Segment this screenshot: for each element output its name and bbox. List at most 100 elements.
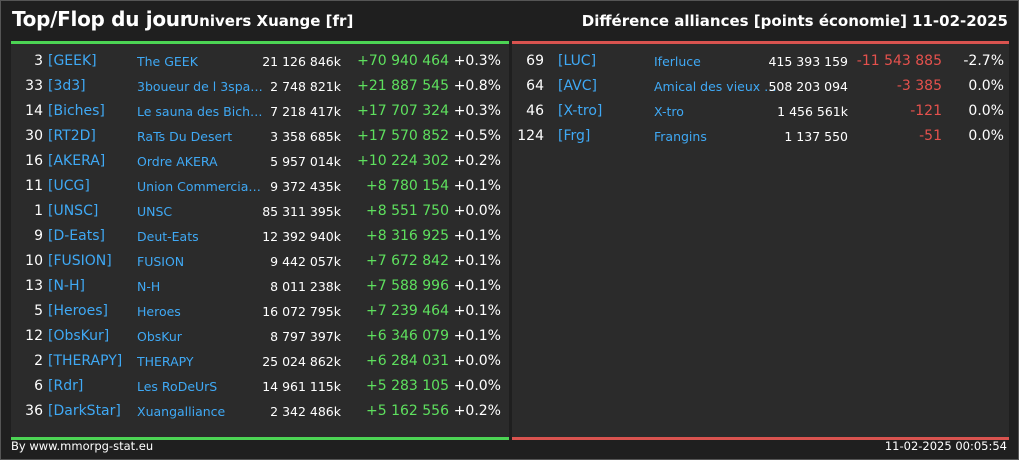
alliance-name-link[interactable]: UNSC [137,204,173,219]
alliance-name-link[interactable]: 3boueur de l 3space [137,79,263,94]
alliance-name-link[interactable]: FUSION [137,254,185,269]
source-link[interactable]: By www.mmorpg-stat.eu [11,439,154,453]
alliance-points: 415 393 159 [768,54,848,69]
alliance-row: 11 [UCG] Union Commerciale… 9 372 435k +8 78… [11,174,509,199]
alliance-rank: 69 [526,53,544,69]
percent-change: +0.1% [453,253,501,269]
points-difference: -51 [919,128,942,144]
alliance-rank: 12 [25,328,43,344]
percent-change: +0.1% [453,228,501,244]
alliance-row: 3 [GEEK] The GEEK 21 126 846k +70 940 464 +0.… [11,49,509,74]
alliance-name-link[interactable]: X-tro [654,104,684,119]
alliance-points: 3 358 685k [270,129,341,144]
universe-label: Univers Xuange [fr] [187,12,354,30]
points-difference: +70 940 464 [357,53,449,69]
alliance-name-link[interactable]: N-H [137,279,161,294]
alliance-points: 508 203 094 [768,79,848,94]
alliance-tag-link[interactable]: [DarkStar] [48,403,121,419]
alliance-tag-link[interactable]: [GEEK] [48,53,97,69]
percent-change: 0.0% [968,103,1004,119]
alliance-row: 46 [X-tro] X-tro 1 456 561k -121 0.0% [512,99,1009,124]
alliance-points: 2 342 486k [270,404,341,419]
percent-change: +0.2% [453,153,501,169]
alliance-tag-link[interactable]: [AVC] [558,78,597,94]
alliance-name-link[interactable]: RaTs Du Desert [137,129,233,144]
percent-change: +0.2% [453,403,501,419]
alliance-points: 9 442 057k [270,254,341,269]
alliance-name-link[interactable]: Iferluce [654,54,701,69]
alliance-points: 8 797 397k [270,329,341,344]
points-difference: +8 551 750 [366,203,449,219]
points-difference: -3 385 [896,78,942,94]
alliance-tag-link[interactable]: [X-tro] [558,103,603,119]
alliance-tag-link[interactable]: [UCG] [48,178,90,194]
alliance-name-link[interactable]: Frangins [654,129,707,144]
alliance-name-link[interactable]: Heroes [137,304,181,319]
alliance-name-link[interactable]: Ordre AKERA [137,154,218,169]
points-difference: -11 543 885 [856,53,942,69]
alliance-points: 2 748 821k [270,79,341,94]
alliance-tag-link[interactable]: [UNSC] [48,203,99,219]
alliance-name-link[interactable]: The GEEK [137,54,198,69]
alliance-name-link[interactable]: Xuangalliance [137,404,226,419]
percent-change: +0.8% [453,78,501,94]
alliance-row: 12 [ObsKur] ObsKur 8 797 397k +6 346 079 +0.1… [11,324,509,349]
alliance-rank: 36 [25,403,43,419]
alliance-rank: 33 [25,78,43,94]
alliance-points: 1 137 550 [784,129,848,144]
alliance-tag-link[interactable]: [D-Eats] [48,228,105,244]
percent-change: +0.1% [453,278,501,294]
percent-change: 0.0% [968,128,1004,144]
alliance-tag-link[interactable]: [THERAPY] [48,353,123,369]
alliance-rank: 16 [25,153,43,169]
alliance-tag-link[interactable]: [AKERA] [48,153,106,169]
percent-change: 0.0% [968,78,1004,94]
alliance-name-link[interactable]: Les RoDeUrS [137,379,218,394]
alliance-name-link[interactable]: THERAPY [137,354,194,369]
date-label: 11-02-2025 [912,12,1008,30]
alliance-tag-link[interactable]: [Heroes] [48,303,108,319]
alliance-row: 33 [3d3] 3boueur de l 3space 2 748 821k +21 … [11,74,509,99]
alliance-name-link[interactable]: Deut-Eats [137,229,199,244]
points-difference: +5 283 105 [366,378,449,394]
alliance-points: 1 456 561k [777,104,848,119]
alliance-row: 13 [N-H] N-H 8 011 238k +7 588 996 +0.1% [11,274,509,299]
alliance-name-link[interactable]: Union Commerciale… [137,179,263,194]
alliance-tag-link[interactable]: [ObsKur] [48,328,110,344]
page-title: Top/Flop du jour [12,7,190,31]
points-difference: +10 224 302 [357,153,449,169]
points-difference: +8 316 925 [366,228,449,244]
alliance-row: 1 [UNSC] UNSC 85 311 395k +8 551 750 +0.0% [11,199,509,224]
alliance-points: 7 218 417k [270,104,341,119]
alliance-row: 16 [AKERA] Ordre AKERA 5 957 014k +10 224 30… [11,149,509,174]
alliance-tag-link[interactable]: [Biches] [48,103,105,119]
alliance-tag-link[interactable]: [Frg] [558,128,591,144]
alliance-tag-link[interactable]: [FUSION] [48,253,112,269]
alliance-rank: 13 [25,278,43,294]
percent-change: +0.0% [453,353,501,369]
alliance-rank: 11 [25,178,43,194]
points-difference: +6 346 079 [366,328,449,344]
alliance-name-link[interactable]: Le sauna des Biches [137,104,263,119]
points-difference: +17 707 324 [357,103,449,119]
alliance-tag-link[interactable]: [N-H] [48,278,85,294]
alliance-tag-link[interactable]: [RT2D] [48,128,96,144]
alliance-rank: 30 [25,128,43,144]
alliance-tag-link[interactable]: [LUC] [558,53,597,69]
alliance-name-link[interactable]: Amical des vieux co… [654,79,778,94]
points-difference: +7 672 842 [366,253,449,269]
points-difference: +7 588 996 [366,278,449,294]
alliance-tag-link[interactable]: [3d3] [48,78,86,94]
alliance-rank: 10 [25,253,43,269]
alliance-name-link[interactable]: ObsKur [137,329,182,344]
alliance-tag-link[interactable]: [Rdr] [48,378,84,394]
alliance-rank: 6 [34,378,43,394]
alliance-points: 8 011 238k [270,279,341,294]
alliance-row: 124 [Frg] Frangins 1 137 550 -51 0.0% [512,124,1009,149]
alliance-rank: 46 [526,103,544,119]
percent-change: +0.1% [453,303,501,319]
alliance-row: 36 [DarkStar] Xuangalliance 2 342 486k +5 16… [11,399,509,424]
alliance-points: 14 961 115k [262,379,341,394]
timestamp: 11-02-2025 00:05:54 [884,439,1007,453]
top-panel: 3 [GEEK] The GEEK 21 126 846k +70 940 464 +0.… [11,41,509,440]
